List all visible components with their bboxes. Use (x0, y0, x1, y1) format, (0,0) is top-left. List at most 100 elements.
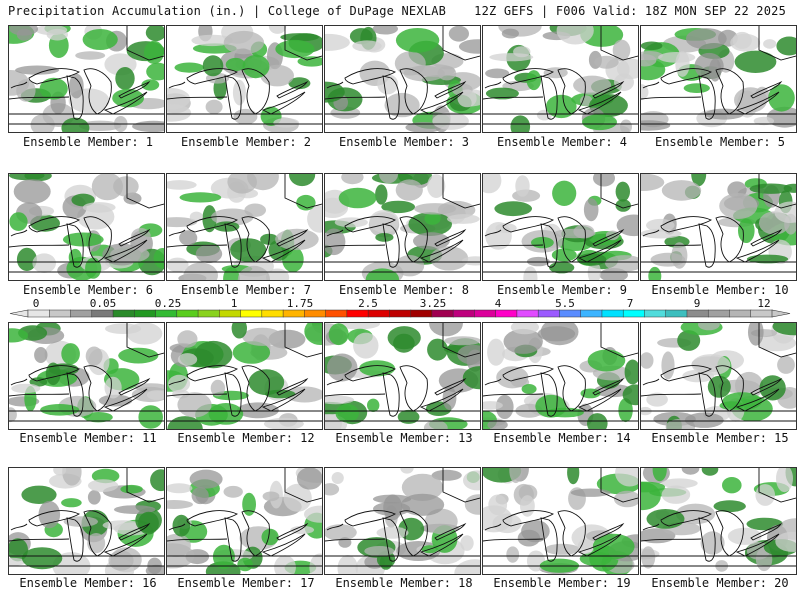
map-outline-line (715, 68, 744, 115)
precip-contour (138, 405, 163, 429)
precip-contour (766, 106, 796, 128)
precip-contour (248, 369, 285, 396)
precip-contour (681, 468, 700, 475)
map-outline-line (382, 223, 400, 268)
precip-contour (448, 26, 469, 42)
precip-contour (208, 403, 244, 425)
precip-contour (734, 87, 768, 113)
map-outline-line (382, 517, 400, 562)
map-outline-line (325, 244, 386, 248)
colorbar-swatch (219, 309, 242, 318)
map-outline-line (66, 75, 84, 120)
map-outline-line (750, 80, 783, 99)
precip-contour (87, 533, 106, 554)
precip-contour (675, 51, 690, 77)
precip-contour (457, 89, 477, 108)
precip-contour (273, 118, 300, 128)
precip-contour (364, 546, 395, 557)
colorbar-swatch (410, 309, 433, 318)
precip-contour (285, 386, 322, 403)
map-outline-line (642, 81, 660, 89)
map-outline-line (83, 68, 112, 115)
ensemble-map-panel (640, 25, 797, 133)
map-outline-line (641, 538, 702, 542)
precip-contour (460, 535, 474, 551)
map-outline-line (28, 216, 80, 233)
precip-contour (661, 485, 691, 504)
ensemble-map-panel (166, 173, 323, 281)
precip-contour (177, 353, 198, 366)
precip-contour (698, 323, 720, 331)
precip-contour (307, 205, 322, 233)
map-outline-line (103, 239, 148, 263)
precip-field-map (9, 26, 164, 132)
ensemble-member-label: Ensemble Member: 10 (651, 283, 789, 297)
precip-contour (11, 383, 41, 394)
map-outline-line (557, 510, 586, 557)
precip-contour (372, 26, 398, 35)
map-outline-line (735, 91, 780, 115)
precip-contour (205, 99, 223, 115)
precip-contour (401, 493, 445, 516)
precip-contour (13, 179, 51, 204)
precip-contour (145, 26, 164, 42)
precip-field-map (325, 468, 480, 574)
precip-contour (641, 481, 666, 493)
map-outline-line (276, 522, 309, 541)
map-outline-line (326, 81, 344, 89)
map-outline-line (592, 522, 625, 541)
precip-contour (615, 181, 630, 202)
map-outline-line (557, 216, 586, 263)
precip-contour (503, 328, 543, 354)
precip-contour (227, 174, 257, 194)
colorbar-swatch (134, 309, 157, 318)
map-outline-line (344, 68, 396, 85)
precip-contour (288, 77, 311, 90)
map-outline-line (103, 388, 148, 412)
precip-contour (115, 67, 135, 90)
precip-contour (112, 88, 144, 108)
ensemble-member-label: Ensemble Member: 2 (180, 135, 312, 149)
map-outline-line (641, 96, 702, 100)
precip-contour (494, 201, 532, 217)
precip-contour (549, 261, 575, 274)
precip-contour (304, 323, 322, 345)
precip-contour (189, 469, 223, 489)
map-outline-line (28, 510, 80, 527)
precip-contour (105, 323, 142, 334)
precip-contour (338, 537, 352, 548)
precip-contour (592, 533, 635, 560)
precip-contour (146, 62, 164, 81)
geography-outline (325, 323, 480, 422)
colorbar-extend-low (9, 309, 29, 318)
precip-shading (483, 174, 638, 280)
map-outline-line (483, 244, 544, 248)
precip-contour (757, 334, 796, 352)
precip-contour (485, 68, 510, 79)
map-outline-line (224, 223, 242, 268)
precip-contour (75, 51, 106, 60)
precip-contour (102, 520, 143, 531)
precip-contour (21, 485, 57, 504)
precip-contour (540, 323, 579, 346)
map-outline-line (66, 223, 84, 268)
precip-field-map (641, 26, 796, 131)
map-outline-line (577, 239, 622, 263)
precip-contour (403, 65, 445, 82)
ensemble-member-label: Ensemble Member: 7 (180, 283, 312, 297)
precip-contour (570, 488, 611, 497)
map-outline-line (577, 533, 622, 557)
ensemble-member-label: Ensemble Member: 8 (338, 283, 470, 297)
map-outline-line (434, 377, 467, 396)
precip-shading (641, 28, 796, 131)
map-outline-line (442, 468, 480, 503)
precip-contour (325, 395, 355, 405)
precip-contour (9, 70, 30, 96)
map-outline-line (167, 96, 228, 100)
precip-contour (232, 341, 271, 364)
precip-contour (16, 247, 37, 271)
ensemble-map-panel (8, 173, 165, 281)
colorbar-swatch (537, 309, 560, 318)
map-outline-line (735, 239, 780, 263)
precip-contour (78, 120, 122, 131)
